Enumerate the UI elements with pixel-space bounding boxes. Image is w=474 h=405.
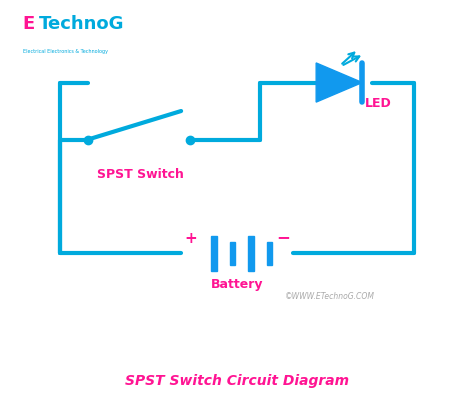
FancyBboxPatch shape (248, 236, 254, 271)
Text: LED: LED (365, 97, 392, 110)
FancyBboxPatch shape (211, 236, 217, 271)
Text: E: E (23, 15, 35, 33)
Text: SPST Switch Circuit Diagram: SPST Switch Circuit Diagram (125, 374, 349, 388)
Polygon shape (316, 63, 362, 102)
FancyBboxPatch shape (229, 242, 235, 265)
FancyBboxPatch shape (267, 242, 273, 265)
Text: ©WWW.ETechnoG.COM: ©WWW.ETechnoG.COM (285, 292, 375, 301)
Text: Electrical Electronics & Technology: Electrical Electronics & Technology (23, 49, 108, 54)
Text: TechnoG: TechnoG (39, 15, 125, 33)
Text: −: − (277, 228, 291, 246)
Text: +: + (184, 231, 197, 246)
Text: SPST Switch: SPST Switch (97, 168, 184, 181)
Text: Battery: Battery (211, 278, 263, 292)
